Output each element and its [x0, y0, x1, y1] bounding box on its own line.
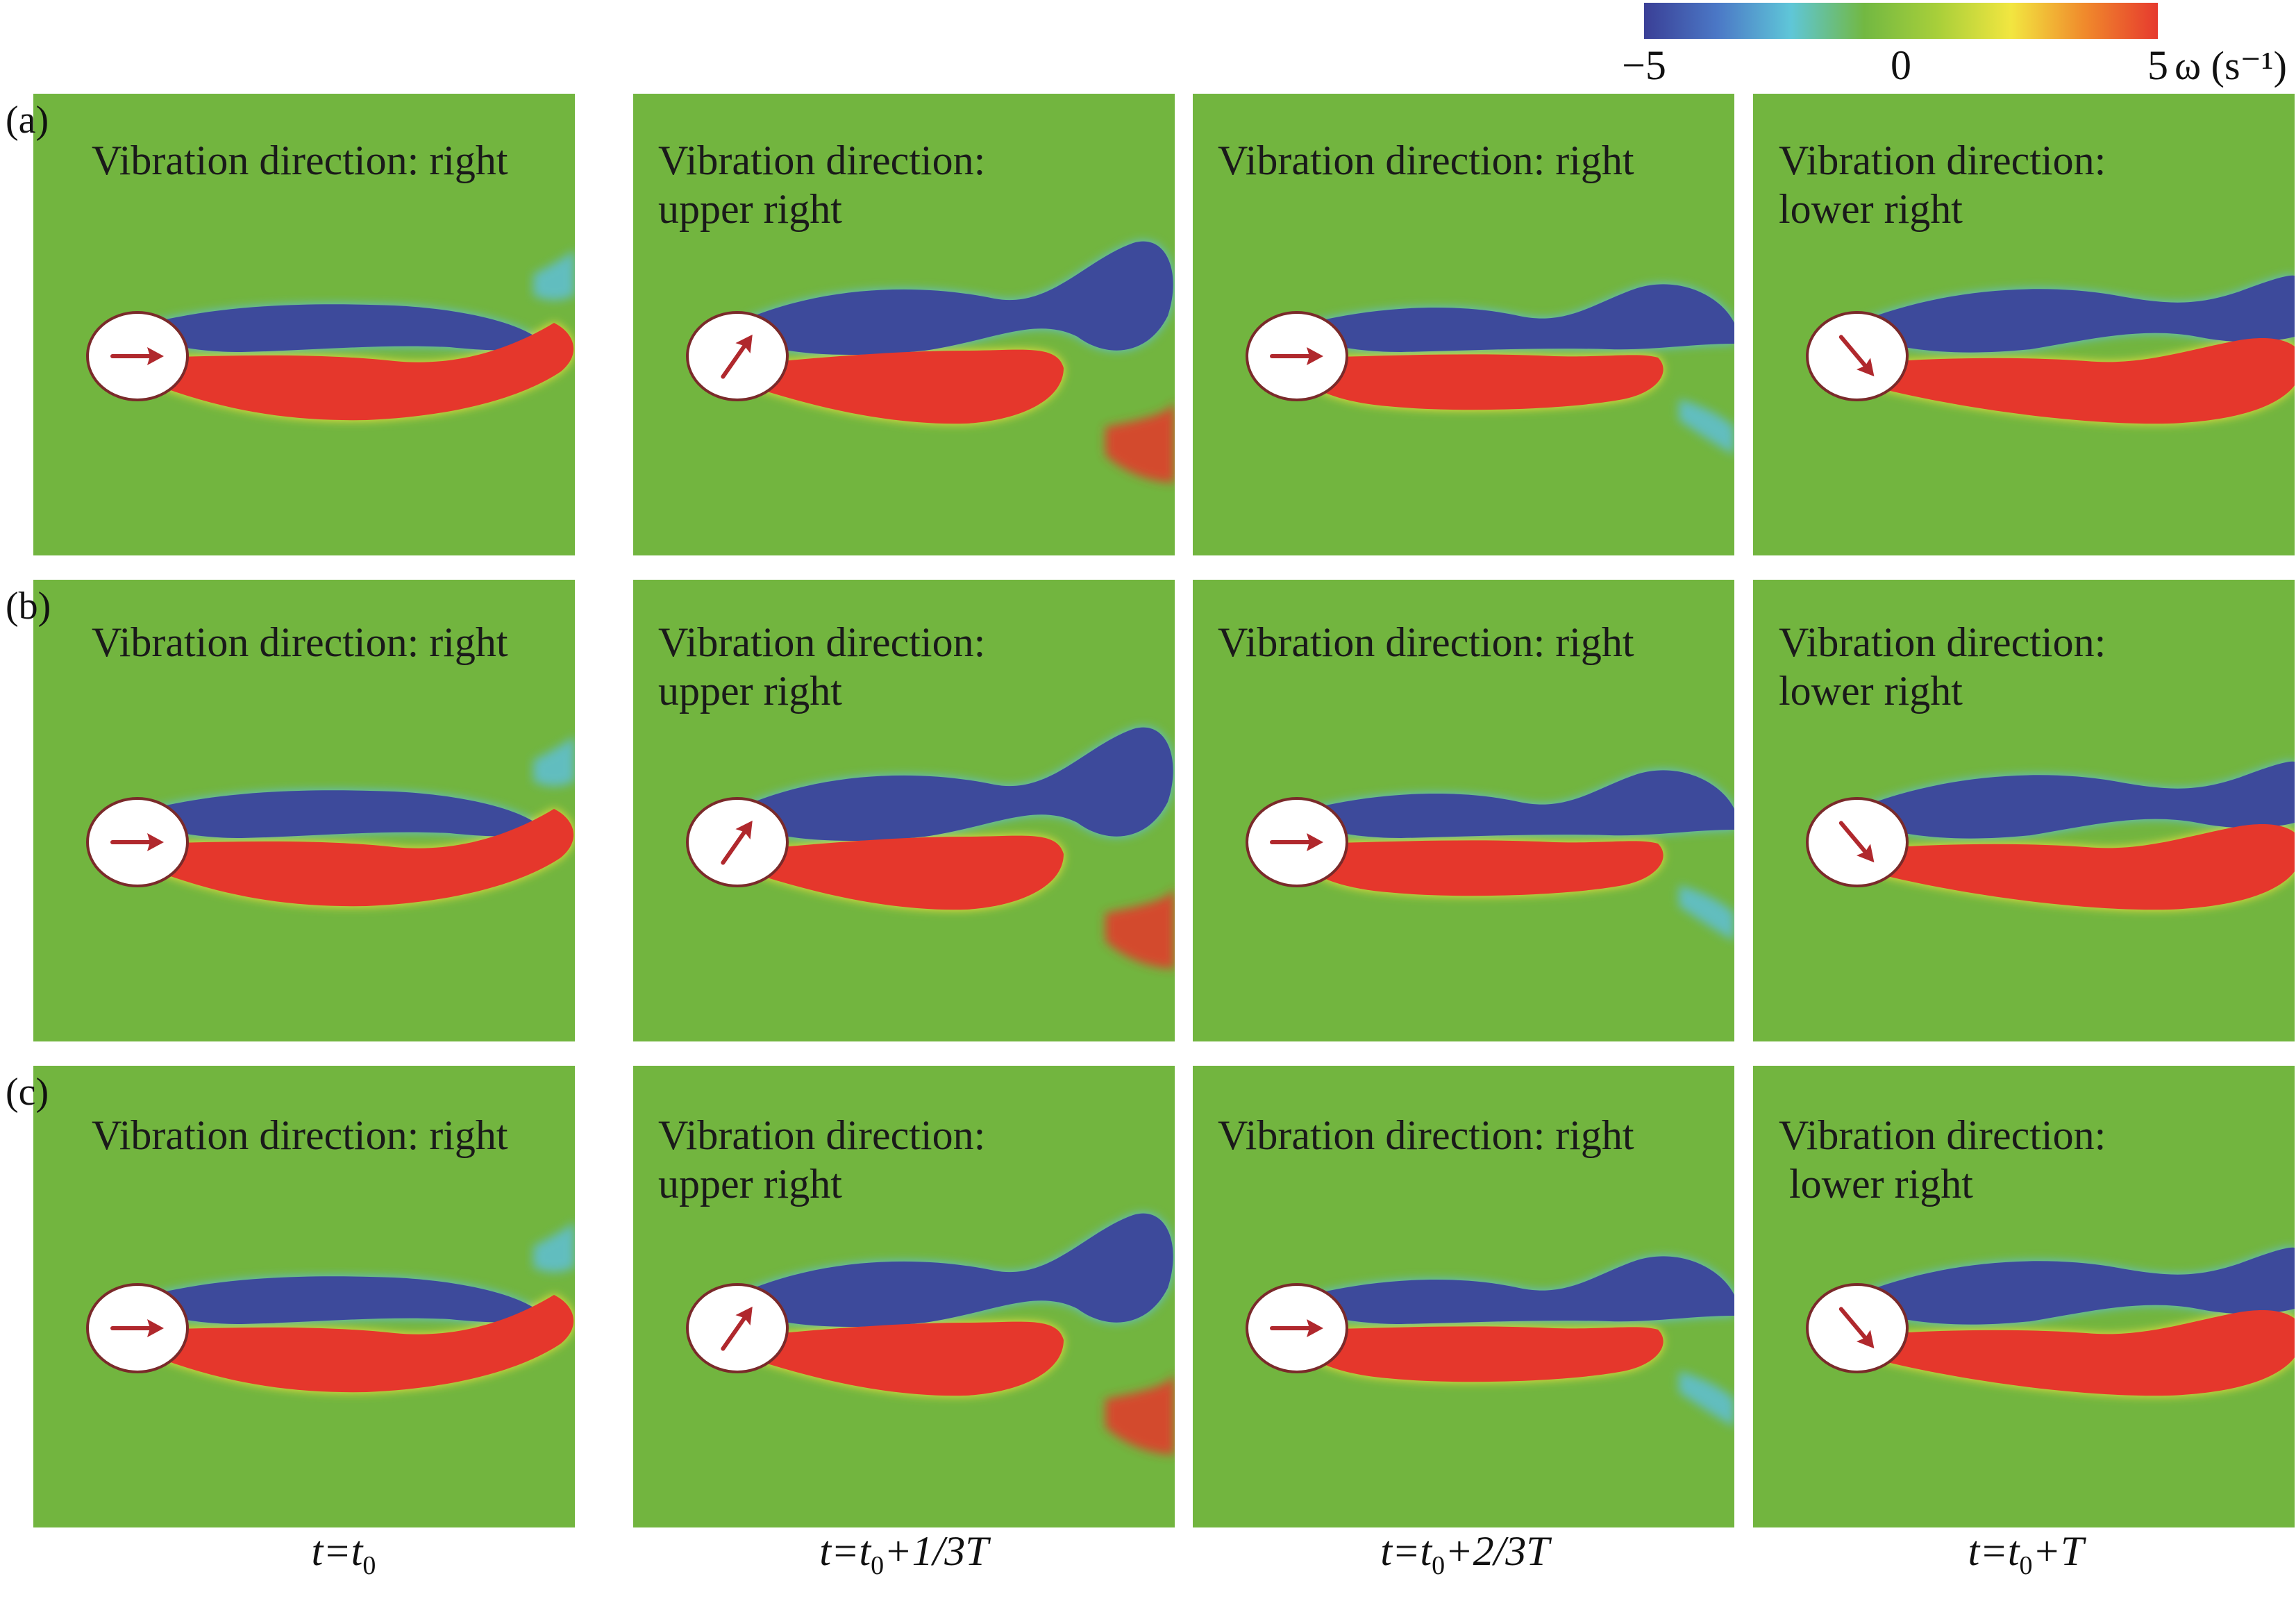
row-label-c: (c) — [6, 1071, 49, 1114]
shed-vortex-tail — [533, 1222, 575, 1273]
positive-vortex — [748, 349, 1064, 424]
panel-b1-text: Vibration direction: right — [92, 619, 508, 665]
vorticity-panel — [33, 580, 575, 1041]
column-caption-2: t=t0+1/3T — [819, 1528, 989, 1580]
negative-vortex — [1297, 284, 1734, 352]
vibration-direction-arrow — [1270, 833, 1323, 851]
positive-vortex — [148, 323, 574, 421]
shed-vortex-tail — [1105, 1371, 1175, 1455]
colorbar — [1644, 3, 2158, 39]
vorticity-panel — [1193, 94, 1734, 555]
shed-vortex-tail — [1105, 399, 1175, 483]
positive-vortex — [1307, 840, 1664, 896]
panel-a2-text: Vibration direction: upper right — [658, 137, 986, 232]
shed-vortex-tail — [533, 736, 575, 787]
negative-vortex — [737, 1213, 1173, 1327]
negative-vortex — [1857, 1247, 2295, 1325]
panel-b3-text: Vibration direction: right — [1218, 619, 1634, 665]
positive-vortex — [748, 1321, 1064, 1396]
vorticity-panel — [33, 94, 575, 555]
vorticity-panel — [633, 580, 1175, 1041]
shed-vortex-tail — [1679, 1371, 1734, 1427]
vibration-direction-arrow — [721, 820, 753, 865]
shed-vortex-tail — [533, 250, 575, 301]
column-caption-3: t=t0+2/3T — [1380, 1528, 1550, 1580]
vibration-direction-arrow — [721, 1306, 753, 1351]
colorbar-tick-mid: 0 — [1891, 42, 1911, 88]
negative-vortex — [737, 241, 1173, 355]
panel-b4-text: Vibration direction: lower right — [1779, 619, 2106, 714]
positive-vortex — [1307, 354, 1664, 410]
column-caption-1: t=t0 — [311, 1528, 376, 1580]
colorbar-unit: ω (s⁻¹) — [2175, 43, 2287, 88]
vibration-direction-arrow — [1838, 335, 1875, 377]
vibration-direction-arrow — [1838, 1307, 1875, 1349]
negative-vortex — [137, 790, 540, 838]
vibration-direction-arrow — [110, 347, 164, 365]
panel-c2-text: Vibration direction: upper right — [658, 1112, 986, 1207]
negative-vortex — [137, 304, 540, 352]
panel-c3-text: Vibration direction: right — [1218, 1112, 1634, 1158]
panel-a3-text: Vibration direction: right — [1218, 137, 1634, 183]
negative-vortex — [1857, 275, 2295, 353]
vibration-direction-arrow — [1270, 1319, 1323, 1337]
positive-vortex — [748, 835, 1064, 910]
vorticity-panel — [1193, 580, 1734, 1041]
colorbar-tick-min: −5 — [1622, 42, 1666, 88]
vibration-direction-arrow — [110, 1319, 164, 1337]
colorbar-tick-max: 5 — [2147, 42, 2168, 88]
shed-vortex-tail — [1679, 885, 1734, 941]
negative-vortex — [1297, 770, 1734, 838]
panel-a1-text: Vibration direction: right — [92, 137, 508, 183]
vorticity-panel — [633, 94, 1175, 555]
column-caption-4: t=t0+T — [1968, 1528, 2084, 1580]
vorticity-panel — [1753, 580, 2295, 1041]
positive-vortex — [1868, 824, 2295, 910]
vorticity-panel — [1753, 1066, 2295, 1527]
positive-vortex — [148, 809, 574, 907]
vorticity-panel — [633, 1066, 1175, 1527]
panel-c1-text: Vibration direction: right — [92, 1112, 508, 1158]
negative-vortex — [737, 727, 1173, 841]
vorticity-panel — [1753, 94, 2295, 555]
positive-vortex — [1868, 338, 2295, 424]
shed-vortex-tail — [1105, 885, 1175, 969]
vibration-direction-arrow — [110, 833, 164, 851]
negative-vortex — [1297, 1256, 1734, 1324]
vibration-direction-arrow — [721, 334, 753, 379]
vorticity-panel — [1193, 1066, 1734, 1527]
vibration-direction-arrow — [1270, 347, 1323, 365]
panel-a4-text: Vibration direction: lower right — [1779, 137, 2106, 232]
positive-vortex — [148, 1295, 574, 1393]
panel-b2-text: Vibration direction: upper right — [658, 619, 986, 714]
shed-vortex-tail — [1679, 399, 1734, 455]
vibration-direction-arrow — [1838, 821, 1875, 863]
positive-vortex — [1868, 1310, 2295, 1396]
panel-c4-text: Vibration direction: lower right — [1779, 1112, 2106, 1207]
row-label-b: (b) — [6, 585, 51, 628]
negative-vortex — [1857, 761, 2295, 839]
negative-vortex — [137, 1276, 540, 1324]
row-label-a: (a) — [6, 99, 49, 142]
positive-vortex — [1307, 1326, 1664, 1382]
vorticity-panel — [33, 1066, 575, 1527]
